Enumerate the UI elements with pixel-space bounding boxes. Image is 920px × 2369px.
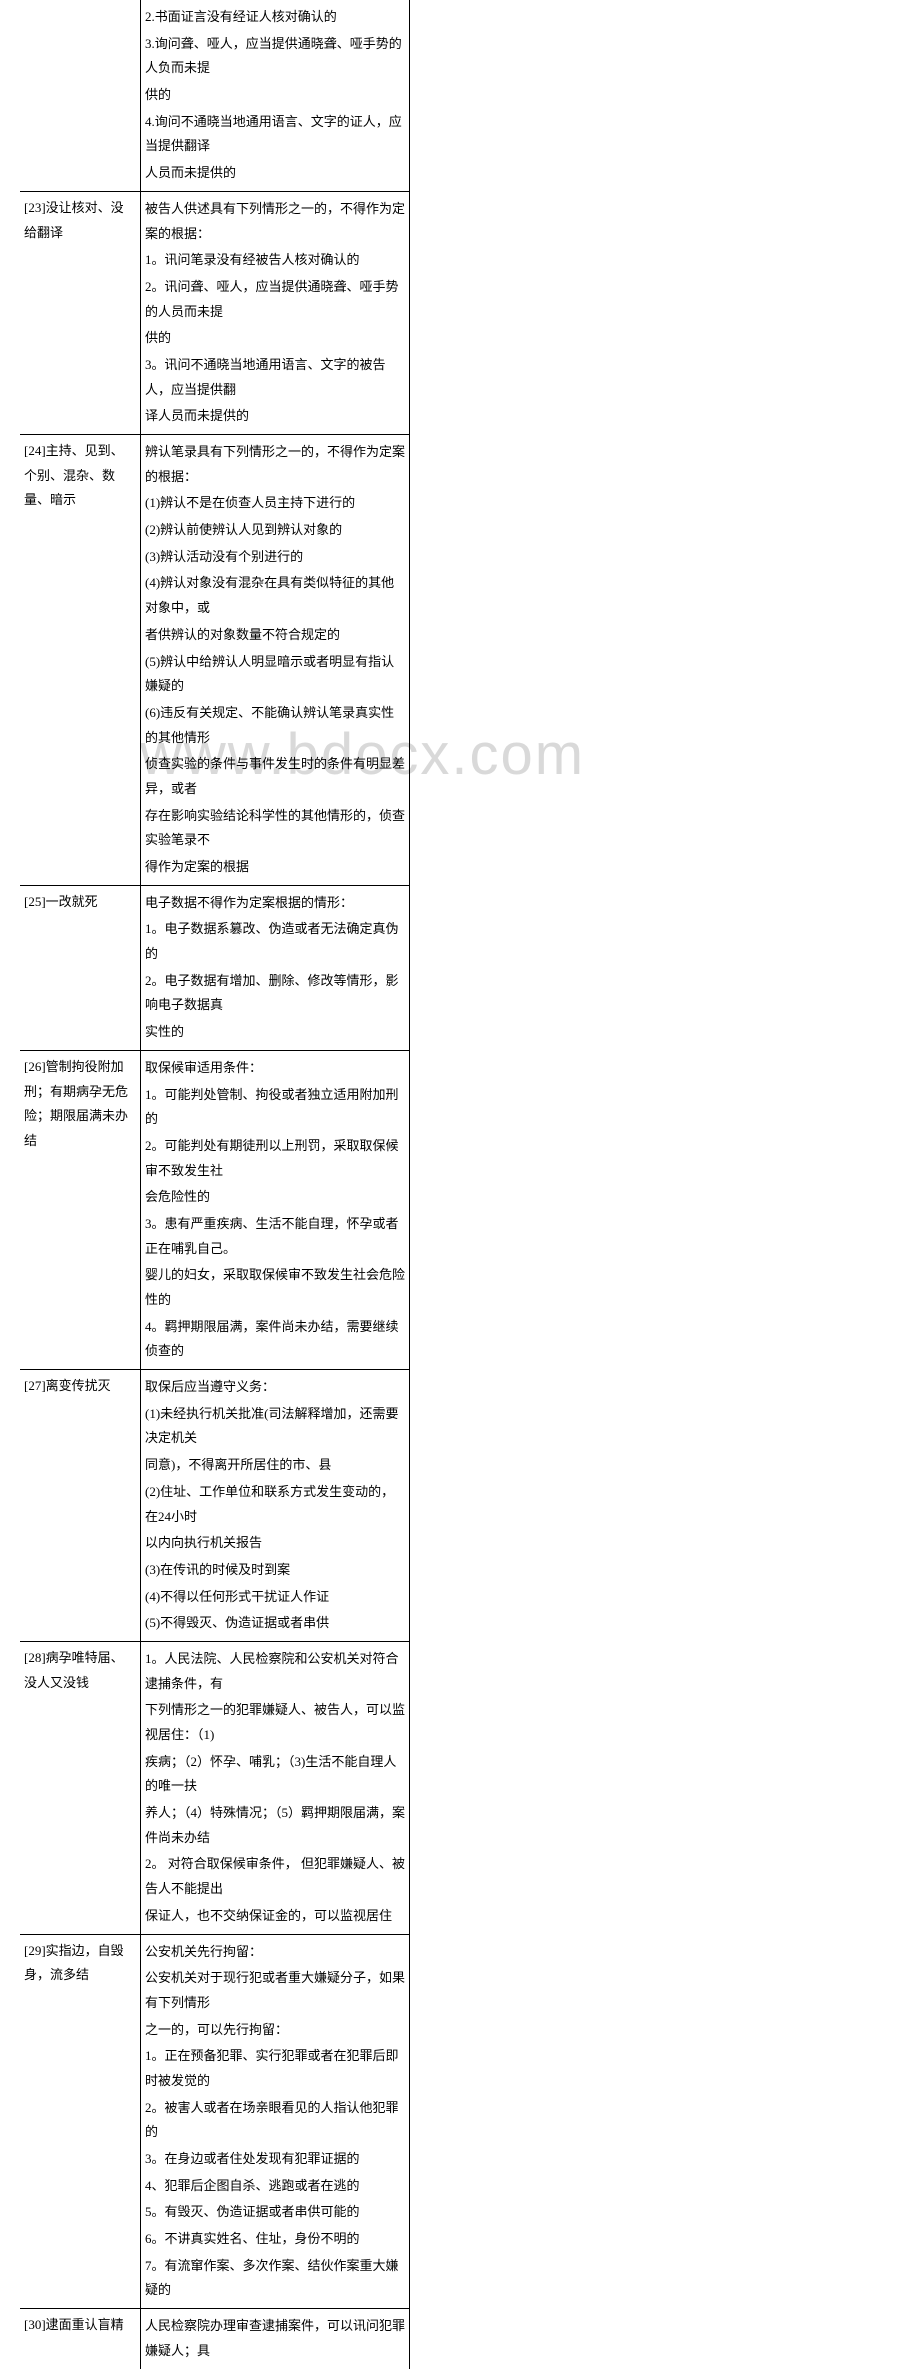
detail-line: 5。有毁灭、伪造证据或者串供可能的 bbox=[145, 2199, 405, 2226]
rule-detail-cell: 电子数据不得作为定案根据的情形：1。电子数据系篡改、伪造或者无法确定真伪的2。电… bbox=[141, 885, 410, 1050]
detail-line: (4)辨认对象没有混杂在具有类似特征的其他对象中，或 bbox=[145, 570, 405, 621]
detail-line: 7。有流窜作案、多次作案、结伙作案重大嫌疑的 bbox=[145, 2253, 405, 2304]
detail-line: 公安机关对于现行犯或者重大嫌疑分子，如果有下列情形 bbox=[145, 1965, 405, 2016]
detail-line: 译人员而未提供的 bbox=[145, 403, 405, 430]
rule-detail-cell: 辨认笔录具有下列情形之一的，不得作为定案的根据：(1)辨认不是在侦查人员主持下进… bbox=[141, 435, 410, 886]
detail-line: 2。可能判处有期徒刑以上刑罚，采取取保候审不致发生社 bbox=[145, 1133, 405, 1184]
table-row: [30]逮面重认盲精人民检察院办理审查逮捕案件，可以讯问犯罪嫌疑人；具 bbox=[20, 2309, 410, 2369]
detail-line: (3)辨认活动没有个别进行的 bbox=[145, 544, 405, 571]
detail-line: 2。 对符合取保候审条件， 但犯罪嫌疑人、被告人不能提出 bbox=[145, 1851, 405, 1902]
detail-line: (1)辨认不是在侦查人员主持下进行的 bbox=[145, 490, 405, 517]
rule-key-cell: [24]主持、见到、个别、混杂、数量、暗示 bbox=[20, 435, 141, 886]
rule-detail-cell: 公安机关先行拘留：公安机关对于现行犯或者重大嫌疑分子，如果有下列情形之一的，可以… bbox=[141, 1934, 410, 2309]
detail-line: 人民检察院办理审查逮捕案件，可以讯问犯罪嫌疑人；具 bbox=[145, 2313, 405, 2364]
detail-line: 1。正在预备犯罪、实行犯罪或者在犯罪后即时被发觉的 bbox=[145, 2043, 405, 2094]
detail-line: 2。讯问聋、哑人，应当提供通晓聋、哑手势的人员而未提 bbox=[145, 274, 405, 325]
detail-line: 2。被害人或者在场亲眼看见的人指认他犯罪的 bbox=[145, 2095, 405, 2146]
detail-line: 电子数据不得作为定案根据的情形： bbox=[145, 890, 405, 917]
rule-key-cell: [28]病孕唯特届、没人又没钱 bbox=[20, 1641, 141, 1934]
rule-key-cell: [30]逮面重认盲精 bbox=[20, 2309, 141, 2369]
table-row: [29]实指边，自毁身，流多结公安机关先行拘留：公安机关对于现行犯或者重大嫌疑分… bbox=[20, 1934, 410, 2309]
rule-key-cell: [26]管制拘役附加刑；有期病孕无危险；期限届满未办结 bbox=[20, 1050, 141, 1369]
table-row: [23]没让核对、没给翻译被告人供述具有下列情形之一的，不得作为定案的根据：1。… bbox=[20, 191, 410, 434]
table-row: [24]主持、见到、个别、混杂、数量、暗示辨认笔录具有下列情形之一的，不得作为定… bbox=[20, 435, 410, 886]
rule-key-cell: [27]离变传扰灭 bbox=[20, 1370, 141, 1642]
detail-line: (4)不得以任何形式干扰证人作证 bbox=[145, 1584, 405, 1611]
detail-line: (2)住址、工作单位和联系方式发生变动的，在24小时 bbox=[145, 1479, 405, 1530]
rule-detail-cell: 2.书面证言没有经证人核对确认的3.询问聋、哑人，应当提供通晓聋、哑手势的人负而… bbox=[141, 0, 410, 191]
detail-line: 会危险性的 bbox=[145, 1184, 405, 1211]
detail-line: 辨认笔录具有下列情形之一的，不得作为定案的根据： bbox=[145, 439, 405, 490]
rule-detail-cell: 1。人民法院、人民检察院和公安机关对符合逮捕条件，有下列情形之一的犯罪嫌疑人、被… bbox=[141, 1641, 410, 1934]
detail-line: 2。电子数据有增加、删除、修改等情形，影响电子数据真 bbox=[145, 968, 405, 1019]
detail-line: 3。患有严重疾病、生活不能自理，怀孕或者正在哺乳自己。 bbox=[145, 1211, 405, 1262]
detail-line: 取保后应当遵守义务： bbox=[145, 1374, 405, 1401]
detail-line: 者供辨认的对象数量不符合规定的 bbox=[145, 622, 405, 649]
table-row: [26]管制拘役附加刑；有期病孕无危险；期限届满未办结取保候审适用条件：1。可能… bbox=[20, 1050, 410, 1369]
detail-line: (5)辨认中给辨认人明显暗示或者明显有指认嫌疑的 bbox=[145, 649, 405, 700]
detail-line: 取保候审适用条件： bbox=[145, 1055, 405, 1082]
detail-line: 1。电子数据系篡改、伪造或者无法确定真伪的 bbox=[145, 916, 405, 967]
detail-line: (6)违反有关规定、不能确认辨认笔录真实性的其他情形 bbox=[145, 700, 405, 751]
table-row: 2.书面证言没有经证人核对确认的3.询问聋、哑人，应当提供通晓聋、哑手势的人负而… bbox=[20, 0, 410, 191]
detail-line: 6。不讲真实姓名、住址，身份不明的 bbox=[145, 2226, 405, 2253]
detail-line: 侦查实验的条件与事件发生时的条件有明显差异，或者 bbox=[145, 751, 405, 802]
detail-line: 实性的 bbox=[145, 1019, 405, 1046]
detail-line: 1。人民法院、人民检察院和公安机关对符合逮捕条件，有 bbox=[145, 1646, 405, 1697]
detail-line: 供的 bbox=[145, 82, 405, 109]
detail-line: 供的 bbox=[145, 325, 405, 352]
detail-line: (3)在传讯的时候及时到案 bbox=[145, 1557, 405, 1584]
detail-line: (1)未经执行机关批准(司法解释增加，还需要决定机关 bbox=[145, 1401, 405, 1452]
detail-line: 养人；（4）特殊情况；（5）羁押期限届满，案件尚未办结 bbox=[145, 1800, 405, 1851]
detail-line: 4、犯罪后企图自杀、逃跑或者在逃的 bbox=[145, 2173, 405, 2200]
detail-line: 以内向执行机关报告 bbox=[145, 1530, 405, 1557]
rule-detail-cell: 人民检察院办理审查逮捕案件，可以讯问犯罪嫌疑人；具 bbox=[141, 2309, 410, 2369]
detail-line: 保证人，也不交纳保证金的，可以监视居住 bbox=[145, 1903, 405, 1930]
detail-line: 1。讯问笔录没有经被告人核对确认的 bbox=[145, 247, 405, 274]
detail-line: 下列情形之一的犯罪嫌疑人、被告人，可以监视居住：（1) bbox=[145, 1697, 405, 1748]
detail-line: 人员而未提供的 bbox=[145, 160, 405, 187]
detail-line: 同意)，不得离开所居住的市、县 bbox=[145, 1452, 405, 1479]
table-row: [27]离变传扰灭取保后应当遵守义务：(1)未经执行机关批准(司法解释增加，还需… bbox=[20, 1370, 410, 1642]
detail-line: 疾病；（2）怀孕、哺乳；（3)生活不能自理人的唯一扶 bbox=[145, 1749, 405, 1800]
detail-line: 4。羁押期限届满，案件尚未办结，需要继续侦查的 bbox=[145, 1314, 405, 1365]
rule-key-cell bbox=[20, 0, 141, 191]
detail-line: 得作为定案的根据 bbox=[145, 854, 405, 881]
detail-line: 3.询问聋、哑人，应当提供通晓聋、哑手势的人负而未提 bbox=[145, 31, 405, 82]
detail-line: 3。在身边或者住处发现有犯罪证据的 bbox=[145, 2146, 405, 2173]
rule-key-cell: [29]实指边，自毁身，流多结 bbox=[20, 1934, 141, 2309]
detail-line: (5)不得毁灭、伪造证据或者串供 bbox=[145, 1610, 405, 1637]
detail-line: 1。可能判处管制、拘役或者独立适用附加刑的 bbox=[145, 1082, 405, 1133]
rule-key-cell: [25]一改就死 bbox=[20, 885, 141, 1050]
document-page: 2.书面证言没有经证人核对确认的3.询问聋、哑人，应当提供通晓聋、哑手势的人负而… bbox=[0, 0, 920, 2369]
rules-table: 2.书面证言没有经证人核对确认的3.询问聋、哑人，应当提供通晓聋、哑手势的人负而… bbox=[20, 0, 410, 2369]
detail-line: 2.书面证言没有经证人核对确认的 bbox=[145, 4, 405, 31]
rule-key-cell: [23]没让核对、没给翻译 bbox=[20, 191, 141, 434]
detail-line: 婴儿的妇女，采取取保候审不致发生社会危险性的 bbox=[145, 1262, 405, 1313]
detail-line: 4.询问不通晓当地通用语言、文字的证人，应当提供翻译 bbox=[145, 109, 405, 160]
detail-line: 之一的，可以先行拘留： bbox=[145, 2017, 405, 2044]
detail-line: 公安机关先行拘留： bbox=[145, 1939, 405, 1966]
detail-line: 存在影响实验结论科学性的其他情形的，侦查实验笔录不 bbox=[145, 803, 405, 854]
rule-detail-cell: 取保候审适用条件：1。可能判处管制、拘役或者独立适用附加刑的2。可能判处有期徒刑… bbox=[141, 1050, 410, 1369]
detail-line: (2)辨认前使辨认人见到辨认对象的 bbox=[145, 517, 405, 544]
detail-line: 被告人供述具有下列情形之一的，不得作为定案的根据： bbox=[145, 196, 405, 247]
rule-detail-cell: 被告人供述具有下列情形之一的，不得作为定案的根据：1。讯问笔录没有经被告人核对确… bbox=[141, 191, 410, 434]
table-row: [25]一改就死电子数据不得作为定案根据的情形：1。电子数据系篡改、伪造或者无法… bbox=[20, 885, 410, 1050]
detail-line: 3。讯问不通晓当地通用语言、文字的被告人，应当提供翻 bbox=[145, 352, 405, 403]
rule-detail-cell: 取保后应当遵守义务：(1)未经执行机关批准(司法解释增加，还需要决定机关同意)，… bbox=[141, 1370, 410, 1642]
table-row: [28]病孕唯特届、没人又没钱1。人民法院、人民检察院和公安机关对符合逮捕条件，… bbox=[20, 1641, 410, 1934]
